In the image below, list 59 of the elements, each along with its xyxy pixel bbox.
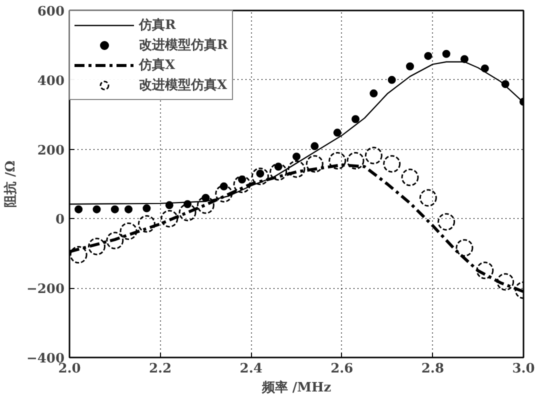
x-tick-label: 2.6 [330, 362, 354, 376]
point [88, 238, 106, 256]
point [388, 76, 396, 84]
point [196, 196, 214, 214]
point [233, 176, 251, 194]
point [70, 246, 88, 264]
point [401, 168, 419, 186]
legend-label: 改进模型仿真R [139, 37, 228, 54]
point [310, 142, 319, 150]
point [383, 155, 401, 173]
point [270, 163, 288, 181]
point [501, 80, 510, 88]
point [424, 52, 432, 60]
y-tick-label: −200 [26, 282, 64, 298]
point [160, 210, 178, 228]
x-tick-label: 2.0 [58, 362, 81, 376]
point [364, 146, 382, 164]
x-tick-label: 2.2 [148, 362, 172, 376]
point [476, 262, 494, 280]
point [306, 155, 324, 173]
point [165, 201, 174, 210]
point [346, 152, 364, 170]
point [292, 152, 300, 161]
x-axis-title: 频率 /MHz [260, 380, 332, 396]
y-tick-label: 600 [37, 4, 65, 20]
point [110, 205, 119, 214]
point [442, 50, 450, 58]
x-tick-label: 2.8 [421, 362, 444, 376]
point [288, 160, 306, 178]
point [456, 239, 474, 257]
legend-label: 仿真R [139, 17, 176, 34]
y-tick-label: 400 [37, 74, 65, 89]
point [480, 64, 489, 72]
point [438, 213, 456, 231]
point [106, 232, 124, 250]
y-tick-label: 200 [37, 143, 65, 158]
point [124, 205, 133, 214]
x-tick-label: 2.4 [240, 362, 262, 376]
point [460, 55, 468, 64]
x-tick-label: 3.0 [512, 362, 535, 376]
point [370, 89, 378, 98]
point [496, 273, 514, 291]
y-axis-title: 阻抗 /Ω [2, 160, 18, 208]
point [419, 189, 437, 207]
point [215, 184, 233, 202]
point [74, 205, 83, 214]
legend-label: 改进模型仿真X [139, 77, 228, 94]
point [328, 152, 346, 170]
legend-label: 仿真X [139, 57, 176, 74]
point [120, 222, 138, 240]
point [251, 168, 269, 186]
point [352, 115, 360, 124]
point [92, 205, 101, 214]
point [142, 204, 151, 212]
point [333, 128, 342, 137]
y-tick-label: 0 [55, 212, 64, 228]
point [178, 204, 196, 222]
point [138, 215, 156, 233]
point [406, 62, 414, 70]
